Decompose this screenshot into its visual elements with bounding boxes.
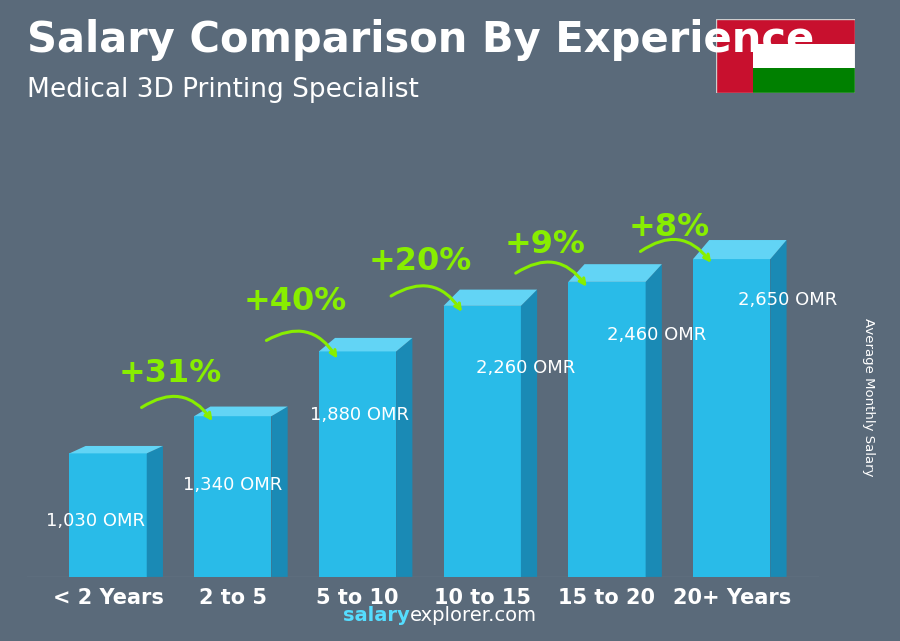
Text: Salary Comparison By Experience: Salary Comparison By Experience — [27, 19, 814, 62]
Polygon shape — [645, 264, 662, 577]
Polygon shape — [319, 338, 412, 351]
Text: 1,880 OMR: 1,880 OMR — [310, 406, 410, 424]
Polygon shape — [521, 290, 537, 577]
Text: +20%: +20% — [368, 246, 472, 277]
Polygon shape — [568, 282, 645, 577]
Polygon shape — [693, 259, 770, 577]
Text: Medical 3D Printing Specialist: Medical 3D Printing Specialist — [27, 77, 419, 103]
Text: 1,030 OMR: 1,030 OMR — [46, 512, 145, 530]
Polygon shape — [194, 416, 272, 577]
Text: explorer.com: explorer.com — [410, 606, 536, 625]
Bar — [753, 19, 855, 44]
Text: +8%: +8% — [629, 212, 710, 244]
Text: +31%: +31% — [119, 358, 222, 388]
Text: +40%: +40% — [244, 285, 346, 317]
Polygon shape — [444, 290, 537, 306]
Polygon shape — [770, 240, 787, 577]
Text: 2,460 OMR: 2,460 OMR — [607, 326, 706, 344]
Polygon shape — [272, 406, 288, 577]
Polygon shape — [69, 446, 163, 453]
Text: 1,340 OMR: 1,340 OMR — [183, 476, 283, 494]
Polygon shape — [568, 264, 662, 282]
Text: 2,260 OMR: 2,260 OMR — [476, 359, 575, 377]
Polygon shape — [194, 406, 288, 416]
Polygon shape — [69, 453, 147, 577]
Polygon shape — [444, 306, 521, 577]
Text: +9%: +9% — [504, 229, 585, 260]
Polygon shape — [396, 338, 412, 577]
Text: salary: salary — [343, 606, 410, 625]
Polygon shape — [693, 240, 787, 259]
Text: 2,650 OMR: 2,650 OMR — [738, 292, 837, 310]
Polygon shape — [319, 351, 396, 577]
Bar — [753, 69, 855, 93]
Bar — [716, 19, 753, 93]
Polygon shape — [147, 446, 163, 577]
Text: Average Monthly Salary: Average Monthly Salary — [862, 318, 875, 477]
